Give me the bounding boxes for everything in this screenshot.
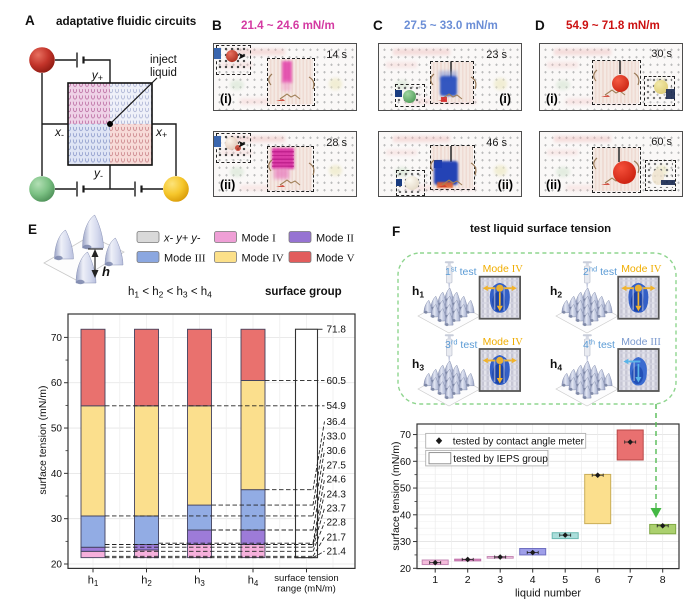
svg-text:4th test: 4th test — [583, 338, 615, 352]
svg-text:30.6: 30.6 — [327, 446, 347, 457]
svg-text:surface tension (mN/m): surface tension (mN/m) — [390, 441, 402, 550]
svg-text:4: 4 — [530, 574, 536, 586]
svg-text:Mode IV: Mode IV — [483, 336, 524, 348]
svg-text:Mode V: Mode V — [316, 253, 355, 265]
svg-text:x- y+ y-: x- y+ y- — [163, 233, 201, 245]
svg-text:h: h — [102, 264, 110, 279]
svg-text:20: 20 — [51, 560, 63, 571]
svg-text:60: 60 — [400, 457, 412, 468]
svg-text:h2: h2 — [550, 284, 562, 300]
svg-text:7: 7 — [627, 574, 633, 586]
svg-text:surface group: surface group — [265, 286, 342, 298]
svg-text:23.7: 23.7 — [327, 504, 347, 515]
svg-text:h4: h4 — [550, 357, 562, 373]
svg-text:24.6: 24.6 — [327, 475, 347, 486]
svg-text:Mode III: Mode III — [164, 253, 206, 265]
svg-text:Mode IV: Mode IV — [242, 253, 284, 265]
svg-text:surface tension (mN/m): surface tension (mN/m) — [37, 385, 49, 494]
svg-text:70: 70 — [400, 430, 412, 441]
svg-text:71.8: 71.8 — [327, 325, 347, 336]
svg-text:70: 70 — [51, 333, 63, 344]
svg-text:20: 20 — [400, 564, 412, 575]
svg-text:y-: y- — [93, 166, 103, 181]
svg-text:x-: x- — [54, 125, 64, 140]
svg-text:Mode III: Mode III — [621, 336, 661, 348]
svg-text:54.9: 54.9 — [327, 401, 347, 412]
svg-text:40: 40 — [51, 469, 63, 480]
svg-text:surface tension: surface tension — [274, 573, 338, 584]
svg-text:60.5: 60.5 — [327, 376, 347, 387]
svg-text:h1 < h2 < h3 < h4: h1 < h2 < h3 < h4 — [128, 286, 212, 300]
svg-text:2nd test: 2nd test — [583, 265, 617, 279]
svg-text:50: 50 — [400, 484, 412, 495]
svg-text:tested by IEPS group: tested by IEPS group — [453, 454, 548, 465]
svg-text:8: 8 — [660, 574, 666, 586]
svg-text:22.8: 22.8 — [327, 518, 347, 529]
svg-text:33.0: 33.0 — [327, 432, 347, 443]
svg-text:50: 50 — [51, 424, 63, 435]
svg-text:2: 2 — [465, 574, 471, 586]
svg-text:h1: h1 — [88, 574, 99, 588]
svg-text:30: 30 — [400, 537, 412, 548]
svg-text:h4: h4 — [248, 574, 259, 588]
svg-text:liquid number: liquid number — [515, 588, 581, 600]
svg-text:h1: h1 — [412, 284, 424, 300]
svg-text:range (mN/m): range (mN/m) — [277, 583, 336, 594]
svg-text:27.5: 27.5 — [327, 460, 347, 471]
svg-text:Mode II: Mode II — [316, 233, 354, 245]
svg-text:5: 5 — [562, 574, 568, 586]
svg-text:6: 6 — [595, 574, 601, 586]
svg-text:h3: h3 — [412, 357, 424, 373]
svg-text:Mode IV: Mode IV — [621, 263, 662, 275]
svg-text:21.7: 21.7 — [327, 532, 347, 543]
svg-text:60: 60 — [51, 378, 63, 389]
svg-text:24.3: 24.3 — [327, 489, 347, 500]
svg-text:1: 1 — [432, 574, 438, 586]
svg-text:h3: h3 — [194, 574, 205, 588]
svg-text:Mode I: Mode I — [242, 233, 277, 245]
svg-text:40: 40 — [400, 510, 412, 521]
svg-text:inject: inject — [150, 54, 178, 66]
svg-text:3rd test: 3rd test — [445, 338, 477, 352]
svg-text:1st test: 1st test — [445, 265, 477, 279]
svg-text:30: 30 — [51, 514, 63, 525]
svg-text:h2: h2 — [141, 574, 152, 588]
svg-text:21.4: 21.4 — [327, 547, 347, 558]
svg-text:tested by contact angle meter: tested by contact angle meter — [453, 437, 585, 448]
svg-text:Mode IV: Mode IV — [483, 263, 524, 275]
svg-text:36.4: 36.4 — [327, 417, 347, 428]
svg-text:3: 3 — [497, 574, 503, 586]
svg-text:liquid: liquid — [150, 67, 177, 79]
